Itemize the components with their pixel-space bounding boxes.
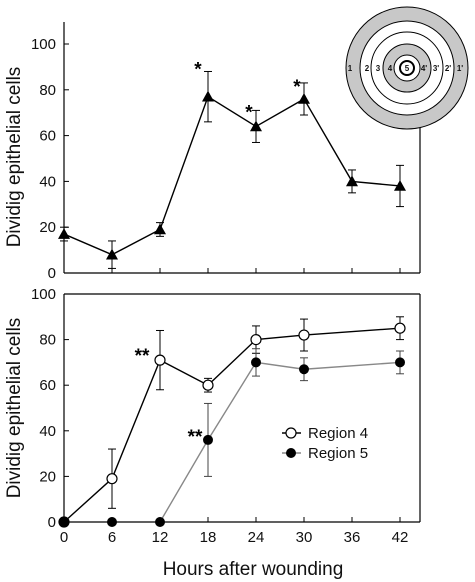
- inset-ring-label: 3': [433, 64, 439, 73]
- top-data-point: [298, 92, 310, 104]
- bottom-y-tick-label: 0: [48, 514, 56, 531]
- top-data-point: [106, 248, 118, 260]
- bottom-data-point-region4: [394, 322, 406, 334]
- bottom-x-tick-label: 12: [152, 529, 169, 546]
- inset-ring-label: 2: [365, 64, 370, 73]
- inset-ring-label: 1': [457, 64, 463, 73]
- inset-target-diagram: 1 2 3 4 5 4' 3' 2' 1': [345, 6, 469, 130]
- top-y-tick-label: 100: [31, 36, 56, 53]
- bottom-significance-mark: **: [188, 427, 203, 448]
- bottom-y-tick-label: 40: [39, 423, 56, 440]
- bottom-data-point-region5: [251, 357, 261, 368]
- top-data-point: [58, 228, 70, 239]
- bottom-y-axis-title: Dividig epithelial cells: [4, 318, 25, 499]
- legend: Region 4 Region 5: [282, 425, 368, 462]
- bottom-data-point-region5: [107, 517, 117, 527]
- inset-ring-label: 5: [405, 64, 410, 73]
- top-data-point: [346, 175, 358, 187]
- inset-ring-label: 1: [348, 64, 353, 73]
- top-y-tick-label: 20: [39, 219, 56, 236]
- bottom-data-point-region5: [59, 517, 69, 527]
- top-data-point: [202, 90, 214, 102]
- top-y-tick-label: 60: [39, 128, 56, 145]
- bottom-x-tick-label: 30: [296, 529, 313, 546]
- inset-ring-label: 4: [388, 64, 393, 73]
- x-axis-title: Hours after wounding: [163, 559, 344, 580]
- top-y-tick-label: 0: [48, 265, 56, 282]
- bottom-data-point-region5: [299, 364, 309, 375]
- bottom-x-tick-label: 18: [200, 529, 217, 546]
- bottom-data-point-region4: [202, 379, 214, 391]
- bottom-data-point-region5: [155, 517, 165, 527]
- top-significance-mark: *: [245, 102, 253, 123]
- top-y-axis-title: Dividig epithelial cells: [4, 67, 25, 248]
- bottom-x-tick-label: 6: [108, 529, 116, 546]
- bottom-x-tick-label: 36: [344, 529, 361, 546]
- bottom-y-tick-label: 20: [39, 468, 56, 485]
- top-series-line-0: [63, 95, 401, 256]
- bottom-y-tick-label: 80: [39, 332, 56, 349]
- top-significance-mark: *: [293, 77, 301, 98]
- legend-marker: [285, 427, 297, 439]
- bottom-significance-mark: **: [135, 346, 150, 367]
- bottom-x-tick-label: 24: [248, 529, 265, 546]
- bottom-x-tick-label: 0: [60, 529, 68, 546]
- bottom-data-point-region5: [203, 434, 213, 445]
- inset-ring-label: 2': [445, 64, 451, 73]
- bottom-y-tick-label: 60: [39, 377, 56, 394]
- bottom-data-point-region4: [106, 473, 118, 485]
- legend-label: Region 5: [308, 445, 368, 462]
- bottom-y-tick-label: 100: [31, 286, 56, 303]
- inset-ring-label: 3: [376, 64, 381, 73]
- legend-marker: [286, 448, 296, 458]
- inset-ring: [399, 60, 415, 76]
- top-panel: 0 20 40 60 80 100 * * * 1 2 3 4 5 4' 3' 2' 1': [31, 6, 469, 282]
- top-y-tick-label: 40: [39, 173, 56, 190]
- top-significance-mark: *: [194, 59, 202, 80]
- bottom-x-tick-label: 42: [392, 529, 409, 546]
- top-y-tick-label: 80: [39, 82, 56, 99]
- bottom-data-point-region5: [395, 357, 405, 368]
- bottom-data-point-region4: [250, 334, 262, 346]
- top-data-point: [394, 179, 406, 191]
- top-data-point: [250, 120, 262, 132]
- bottom-data-point-region4: [298, 329, 310, 341]
- legend-label: Region 4: [308, 425, 368, 442]
- top-data-point: [154, 223, 166, 235]
- inset-ring-label: 4': [421, 64, 427, 73]
- bottom-data-point-region4: [154, 354, 166, 366]
